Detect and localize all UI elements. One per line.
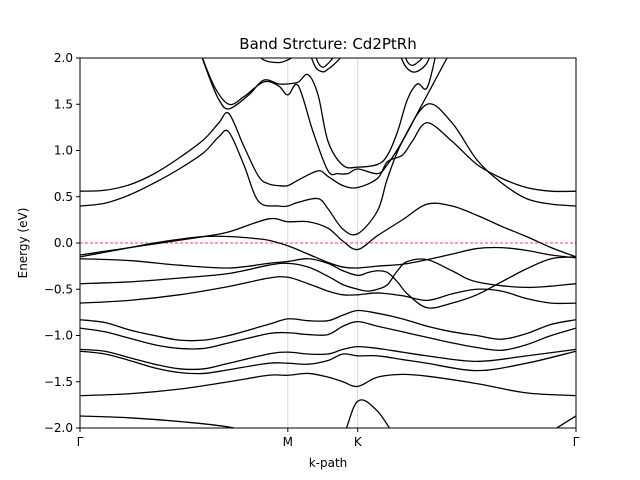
chart-title: Band Strcture: Cd2PtRh: [239, 35, 416, 53]
x-tick-label: Γ: [573, 435, 580, 449]
band-line: [80, 276, 576, 305]
band-line: [80, 111, 576, 193]
y-tick-label: −0.5: [44, 282, 73, 296]
y-tick-label: −1.5: [44, 375, 73, 389]
y-tick-label: 0.5: [54, 190, 73, 204]
band-line: [80, 372, 576, 397]
x-axis-label: k-path: [309, 456, 348, 470]
x-tick-label: Γ: [77, 435, 84, 449]
y-tick-label: 2.0: [54, 51, 73, 65]
band-line: [80, 256, 576, 309]
x-tick-label: K: [354, 435, 363, 449]
band-line: [315, 58, 334, 68]
y-tick-label: −2.0: [44, 421, 73, 435]
y-axis-ticks: −2.0 −1.5 −1.0 −0.5 0.0 0.5 1.0 1.5 2.0: [44, 51, 80, 435]
band-line: [80, 309, 576, 342]
band-line: [260, 58, 293, 64]
band-line: [80, 399, 576, 428]
band-line: [400, 58, 430, 73]
band-line: [80, 202, 576, 258]
band-line: [80, 345, 576, 371]
x-tick-label: M: [283, 435, 293, 449]
y-tick-label: 1.0: [54, 144, 73, 158]
band-line: [80, 258, 576, 292]
band-line: [201, 58, 436, 169]
band-line: [404, 58, 424, 67]
y-tick-label: 1.5: [54, 97, 73, 111]
band-line: [80, 350, 576, 375]
band-line: [80, 320, 576, 352]
y-tick-label: −1.0: [44, 329, 73, 343]
band-line: [310, 58, 342, 73]
y-tick-label: 0.0: [54, 236, 73, 250]
band-line: [80, 235, 576, 269]
band-lines: [80, 58, 576, 428]
y-axis-label: Energy (eV): [16, 208, 30, 279]
band-line: [201, 58, 448, 176]
band-line: [80, 103, 576, 236]
